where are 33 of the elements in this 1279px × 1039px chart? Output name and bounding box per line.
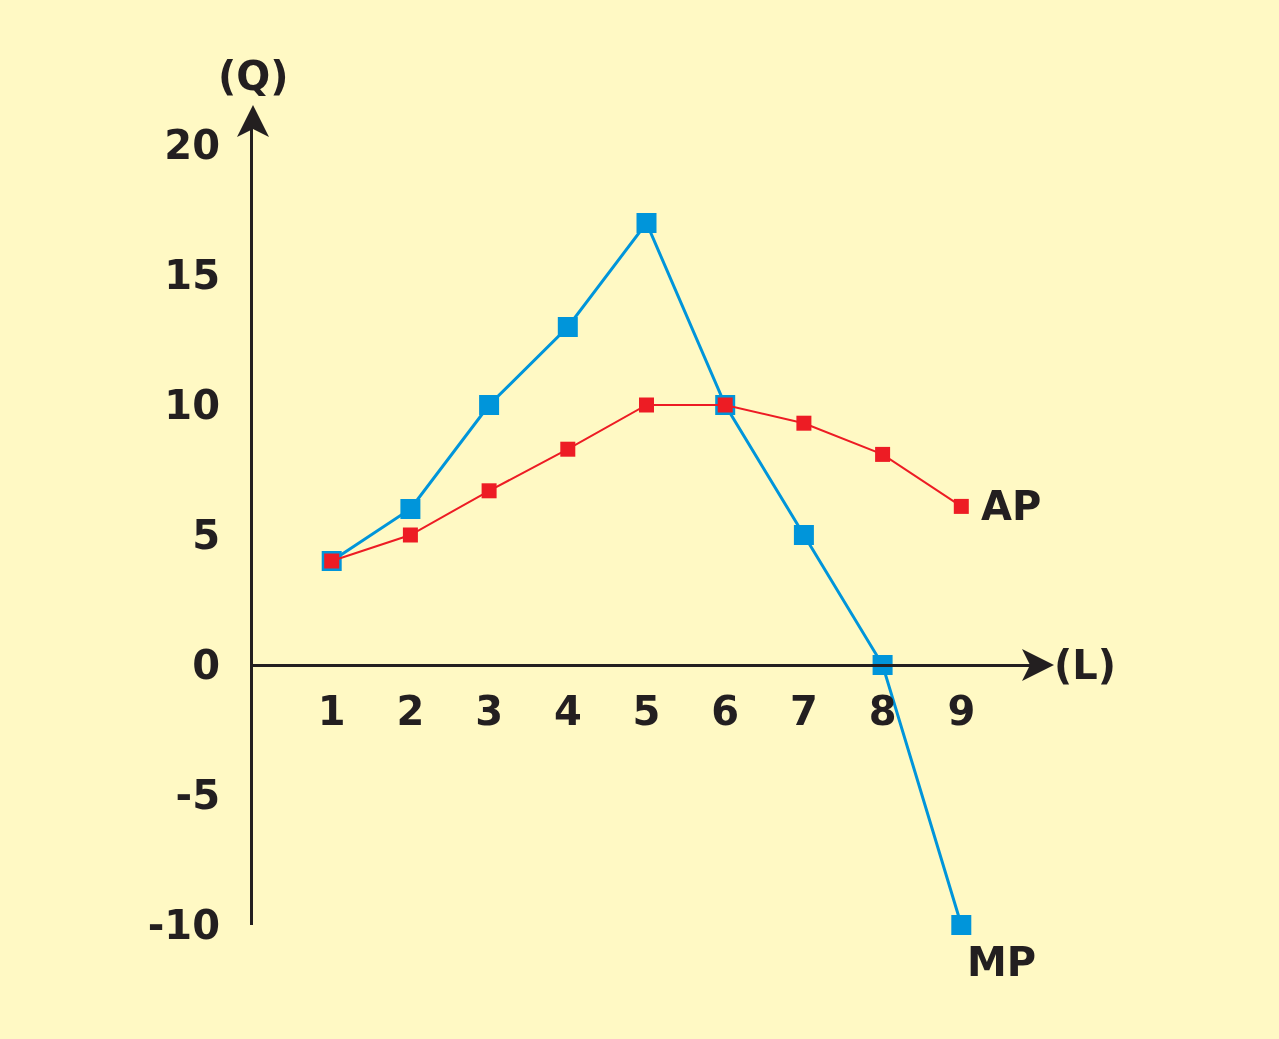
x-tick-label: 7 [789, 688, 818, 734]
point [793, 525, 814, 545]
point [951, 915, 972, 935]
series-label: MP [967, 939, 1037, 985]
point [639, 397, 654, 413]
y-tick-label: 20 [164, 122, 220, 168]
y-tick-label: 5 [192, 512, 220, 558]
x-tick-label: 4 [553, 688, 582, 734]
point [479, 395, 500, 415]
y-tick-label: 15 [164, 252, 220, 298]
point [402, 527, 418, 543]
x-tick-label: 3 [475, 688, 504, 734]
x-tick-label: 9 [947, 688, 976, 734]
y-tick-label: -10 [147, 902, 220, 948]
point [875, 446, 891, 462]
point [400, 499, 421, 519]
point [560, 441, 576, 457]
series-label: AP [981, 483, 1042, 529]
x-tick-label: 6 [711, 688, 740, 734]
x-axis-title: (L) [1054, 642, 1117, 688]
y-tick-label: -5 [175, 772, 220, 818]
y-tick-label: 10 [164, 382, 220, 428]
x-tick-label: 5 [632, 688, 661, 734]
point [796, 415, 812, 431]
point [481, 483, 497, 499]
x-tick-label: 8 [868, 688, 897, 734]
y-tick-label: 0 [192, 642, 220, 688]
y-axis-title: (Q) [218, 53, 289, 99]
point [953, 498, 969, 514]
point [557, 317, 578, 337]
x-tick-label: 1 [317, 688, 346, 734]
point [636, 213, 657, 233]
x-tick-label: 2 [396, 688, 425, 734]
